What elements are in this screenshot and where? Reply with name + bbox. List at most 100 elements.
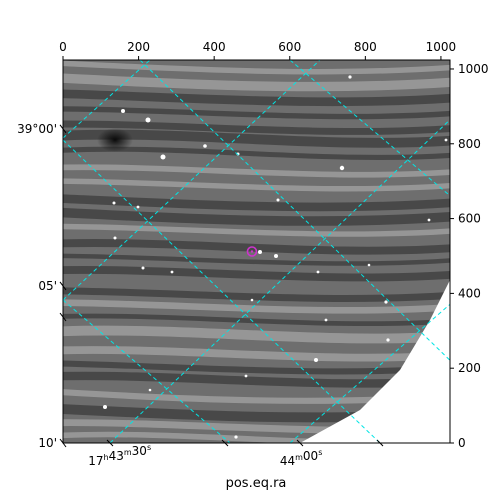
ra-value: 44 [280, 454, 295, 468]
image-streak [63, 106, 450, 120]
star [384, 300, 388, 304]
grid-line [289, 303, 450, 443]
star [170, 270, 174, 274]
image-streak [63, 194, 450, 212]
plot-frame [62, 59, 451, 444]
ra-value: 17 [88, 454, 103, 468]
star [234, 435, 238, 439]
left-tick [59, 124, 67, 134]
star [444, 138, 448, 142]
star [276, 198, 280, 202]
grid-line [63, 60, 151, 139]
star [136, 205, 140, 209]
image-streak [63, 178, 450, 192]
grid-line [63, 139, 381, 443]
dec-tick-label: 10' [38, 436, 57, 450]
image-streak [63, 73, 450, 92]
left-tick [59, 312, 67, 322]
top-tick-label: 1000 [426, 40, 457, 54]
ra-value: 00 [303, 449, 318, 463]
star [324, 318, 328, 322]
right-pixel-axis: 0 200 400 600 800 1000 [450, 62, 489, 450]
top-pixel-axis: 0 200 400 600 800 1000 [59, 40, 456, 60]
image-streak [63, 120, 450, 135]
image-streak [63, 299, 450, 314]
bottom-tick [221, 439, 229, 447]
star [103, 405, 107, 409]
left-dec-axis: 39°00' 05' 10' [17, 122, 67, 450]
right-tick-label: 800 [458, 137, 481, 151]
image-streak [63, 223, 450, 237]
star [203, 144, 207, 148]
star [250, 298, 254, 302]
star [367, 263, 371, 267]
bottom-tick [296, 439, 304, 447]
star [258, 250, 262, 254]
image-streak [63, 253, 450, 266]
dec-tick-label: 39°00' [17, 122, 57, 136]
ra-unit: s [147, 443, 151, 452]
left-tick [59, 438, 67, 448]
empty-corner [300, 280, 450, 443]
plot-area [62, 59, 451, 444]
ra-value: 30 [132, 444, 147, 458]
grid-line [289, 60, 450, 197]
top-tick-label: 0 [59, 40, 67, 54]
image-streak [63, 266, 450, 282]
ra-unit: h [104, 453, 109, 462]
ra-tick-label: 44m00s [280, 448, 323, 468]
star [121, 109, 125, 113]
dec-tick-label: 05' [38, 279, 57, 293]
left-tick [59, 281, 67, 291]
image-streak [63, 313, 450, 327]
stars [103, 75, 448, 439]
image-streak [63, 60, 450, 75]
image-streaks [63, 60, 450, 443]
bottom-tick [376, 439, 384, 447]
target-marker-center [250, 250, 254, 253]
image-streak [63, 346, 450, 362]
coordinate-grid [63, 60, 450, 443]
top-tick-label: 200 [127, 40, 150, 54]
bottom-tick [106, 439, 114, 447]
star [141, 266, 145, 270]
star [348, 75, 352, 79]
ra-unit: m [124, 448, 132, 457]
image-streak [63, 287, 450, 302]
ra-unit: s [318, 448, 322, 457]
top-tick-label: 800 [354, 40, 377, 54]
image-streak [63, 325, 450, 344]
image-streak [63, 89, 450, 107]
right-tick-label: 200 [458, 361, 481, 375]
grid-line [109, 119, 450, 443]
star [145, 117, 151, 123]
star [274, 254, 278, 258]
top-tick-label: 600 [278, 40, 301, 54]
ra-tick-label: 17h43m30s [88, 443, 151, 468]
star [427, 218, 431, 222]
star [112, 201, 116, 205]
right-tick-label: 400 [458, 286, 481, 300]
star [314, 358, 318, 362]
star [339, 165, 345, 171]
target-marker [246, 246, 258, 257]
right-tick-label: 1000 [458, 62, 489, 76]
top-tick-label: 400 [203, 40, 226, 54]
x-axis-label: pos.eq.ra [226, 476, 287, 491]
right-tick-label: 600 [458, 212, 481, 226]
grid-line [139, 60, 450, 362]
star [113, 236, 117, 240]
star [160, 154, 166, 160]
star [386, 338, 390, 342]
star [244, 374, 248, 378]
ra-value: 43 [109, 449, 124, 463]
ra-unit: m [295, 453, 303, 462]
dark-spot [97, 128, 133, 152]
image-streak [63, 207, 450, 226]
right-tick-label: 0 [458, 436, 466, 450]
star [148, 388, 152, 392]
star [316, 270, 320, 274]
grid-line [63, 299, 231, 443]
